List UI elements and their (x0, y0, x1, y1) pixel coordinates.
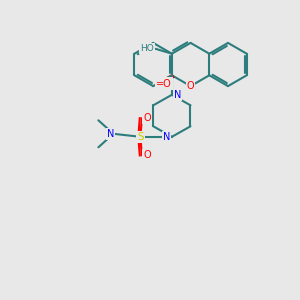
Text: N: N (163, 132, 170, 142)
Text: HO: HO (140, 44, 154, 53)
Text: N: N (107, 129, 114, 139)
Text: S: S (137, 132, 144, 142)
Text: O: O (143, 113, 151, 123)
Text: =O: =O (156, 79, 172, 88)
Text: O: O (187, 81, 194, 91)
Text: N: N (174, 90, 181, 100)
Text: O: O (143, 150, 151, 161)
